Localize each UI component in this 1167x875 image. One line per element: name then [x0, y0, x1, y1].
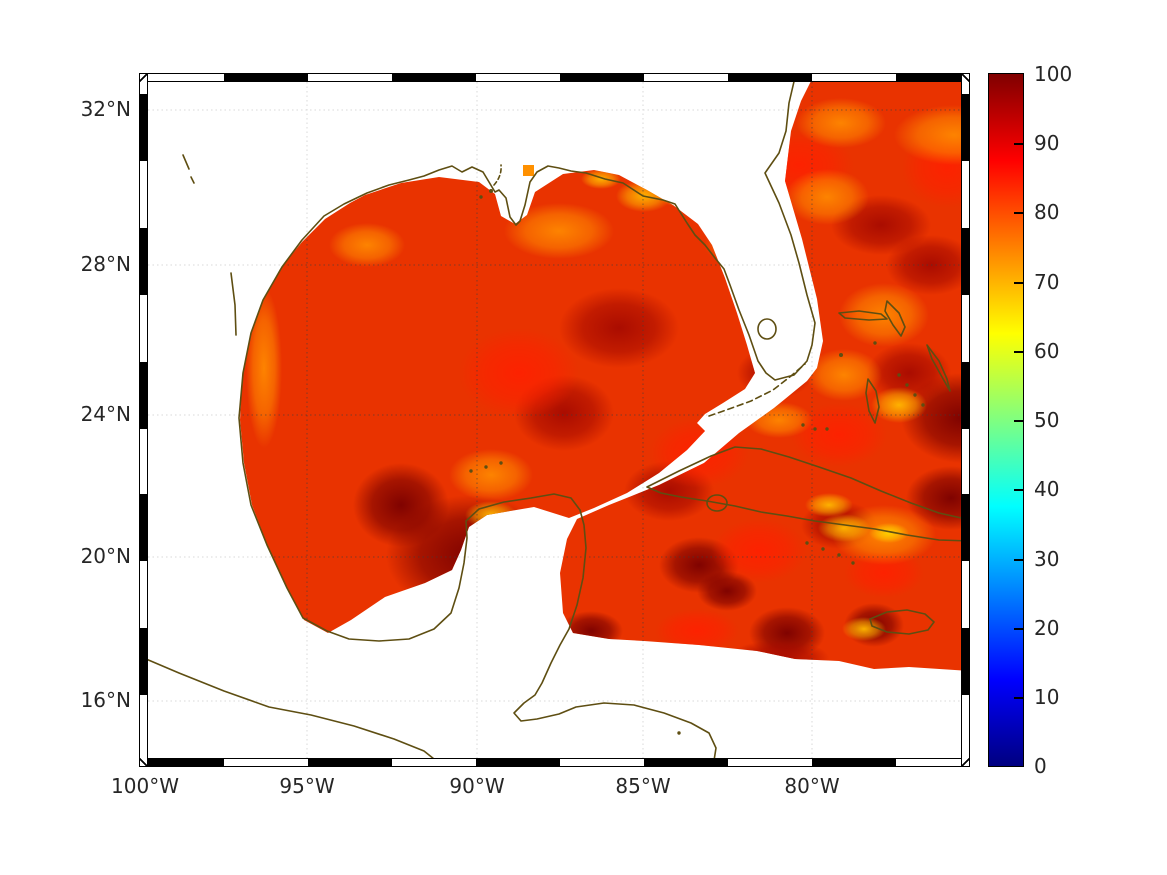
colorbar-tick — [1014, 143, 1023, 145]
colorbar-label: 50 — [1034, 408, 1060, 432]
colorbar-label: 70 — [1034, 270, 1060, 294]
coastline-chandeleur-islands — [493, 164, 502, 186]
y-tick-label: 28°N — [80, 252, 131, 276]
coastline-abaco — [884, 300, 906, 337]
colorbar-label: 90 — [1034, 131, 1060, 155]
colorbar-label: 30 — [1034, 547, 1060, 571]
colorbar-tick — [1014, 420, 1023, 422]
coastline-us-gulf-atlantic — [238, 73, 816, 767]
x-tick-label: 95°W — [279, 774, 335, 798]
coastline-cuba — [646, 446, 970, 542]
map-frame-top — [139, 73, 970, 82]
colorbar-label: 60 — [1034, 339, 1060, 363]
x-tick-label: 85°W — [615, 774, 671, 798]
colorbar-label: 20 — [1034, 616, 1060, 640]
colorbar — [988, 73, 1024, 767]
colorbar-tick — [1014, 212, 1023, 214]
map-canvas — [139, 73, 970, 767]
x-tick-label: 90°W — [449, 774, 505, 798]
colorbar-label: 100 — [1034, 62, 1073, 86]
coastline-florida-keys — [708, 363, 806, 417]
colorbar-label: 10 — [1034, 685, 1060, 709]
coastline-andros — [865, 378, 880, 424]
coastline-grand-bahama — [838, 310, 888, 321]
colorbar-label: 0 — [1034, 754, 1047, 778]
heatmap-field — [240, 73, 970, 671]
coastline-jamaica — [869, 609, 935, 635]
island-specks — [139, 189, 925, 735]
colorbar-tick — [1014, 489, 1023, 491]
x-tick-label: 100°W — [111, 774, 179, 798]
map-plot — [139, 73, 970, 767]
y-tick-label: 20°N — [80, 544, 131, 568]
colorbar-tick — [1014, 351, 1023, 353]
coastline-isla-juventud — [706, 494, 728, 512]
coastline-lake-okeechobee — [757, 318, 777, 340]
colorbar-tick — [1014, 697, 1023, 699]
y-tick-label: 24°N — [80, 402, 131, 426]
colorbar-tick — [1014, 282, 1023, 284]
frame-bevel-bottom-left — [139, 758, 148, 767]
coastline-laguna-madre — [230, 272, 237, 336]
coastline-padre-island-specks — [182, 154, 195, 184]
colorbar-label: 40 — [1034, 477, 1060, 501]
map-frame-right — [961, 73, 970, 767]
y-tick-label: 32°N — [80, 97, 131, 121]
coastline-pacific-mexico — [139, 655, 445, 767]
colorbar-tick — [1014, 628, 1023, 630]
colorbar-tick — [1014, 559, 1023, 561]
y-tick-label: 16°N — [80, 688, 131, 712]
frame-bevel-top-right — [961, 73, 970, 82]
frame-bevel-bottom-right — [961, 758, 970, 767]
frame-bevel-top-left — [139, 73, 148, 82]
colorbar-label: 80 — [1034, 200, 1060, 224]
x-tick-label: 80°W — [784, 774, 840, 798]
map-frame-bottom — [139, 758, 970, 767]
map-frame-left — [139, 73, 148, 767]
coastline-eleuthera — [926, 344, 951, 392]
